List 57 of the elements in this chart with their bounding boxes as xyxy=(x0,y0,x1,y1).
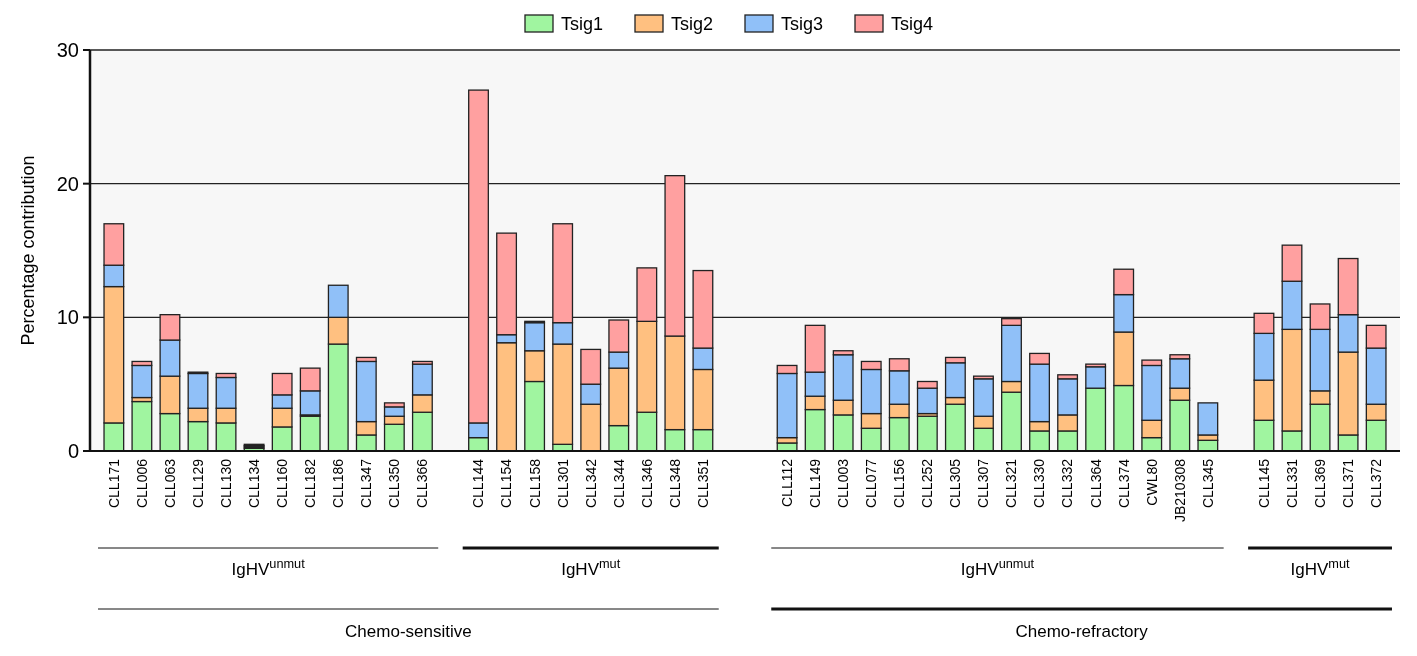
x-tick-label: CLL372 xyxy=(1368,458,1385,509)
x-tick-label: CLL252 xyxy=(919,458,936,509)
x-tick-label: CLL160 xyxy=(274,458,291,509)
text: Chemo-refractory xyxy=(1015,622,1149,641)
x-tick-label: CLL305 xyxy=(947,458,964,509)
x-tick-label: CLL154 xyxy=(498,458,515,509)
x-tick-label: CLL331 xyxy=(1283,458,1300,509)
y-axis-title: Percentage contribution xyxy=(18,155,38,346)
x-tick-label: CLL003 xyxy=(835,458,852,509)
text: IgHV$^{unmut}$ xyxy=(231,555,306,579)
x-tick-label: CLL186 xyxy=(330,458,347,509)
x-tick-label: CLL332 xyxy=(1059,458,1076,509)
x-tick-label: CLL344 xyxy=(610,458,627,509)
legend-label: Tsig4 xyxy=(891,14,934,35)
x-tick-label: CLL364 xyxy=(1087,458,1104,509)
x-tick-label: CLL346 xyxy=(638,458,655,509)
y-tick-label: 30 xyxy=(56,39,79,61)
x-tick-label: CLL077 xyxy=(863,458,880,509)
x-tick-label: CLL330 xyxy=(1031,458,1048,509)
y-tick-label: 10 xyxy=(56,306,79,329)
x-tick-label: CLL112 xyxy=(778,458,795,508)
y-tick-label: 20 xyxy=(56,172,79,195)
x-tick-label: CLL130 xyxy=(217,458,234,509)
legend-label: Tsig1 xyxy=(561,14,604,35)
legend-label: Tsig3 xyxy=(781,14,824,35)
x-tick-label: CLL342 xyxy=(582,458,599,509)
text: IgHV$^{unmut}$ xyxy=(960,555,1035,579)
x-tick-label: CLL307 xyxy=(975,458,992,509)
x-tick-label: CLL134 xyxy=(246,458,262,509)
x-tick-label: CLL182 xyxy=(302,458,319,509)
x-tick-label: CLL366 xyxy=(414,458,431,509)
y-tick-label: 0 xyxy=(67,440,79,462)
x-tick-label: CLL006 xyxy=(133,458,150,509)
x-tick-label: CWL80 xyxy=(1143,458,1160,506)
x-tick-label: CLL145 xyxy=(1255,458,1272,509)
x-tick-label: CLL351 xyxy=(694,458,711,509)
x-tick-label: CLL321 xyxy=(1003,458,1020,509)
x-tick-label: CLL347 xyxy=(358,458,375,509)
x-tick-label: CLL374 xyxy=(1115,458,1132,509)
x-tick-label: CLL350 xyxy=(386,458,403,509)
x-tick-label: CLL301 xyxy=(554,458,571,509)
x-tick-label: CLL345 xyxy=(1199,458,1216,509)
legend-label: Tsig2 xyxy=(671,14,714,35)
text: IgHV$^{mut}$ xyxy=(561,555,621,579)
x-tick-label: JB210308 xyxy=(1171,458,1188,523)
x-tick-label: CLL371 xyxy=(1340,458,1357,509)
x-tick-label: CLL348 xyxy=(666,458,683,509)
x-tick-label: CLL171 xyxy=(105,458,122,509)
text: IgHV$^{mut}$ xyxy=(1290,555,1351,579)
text: Chemo-sensitive xyxy=(345,622,472,641)
x-tick-label: CLL129 xyxy=(189,458,206,509)
x-tick-label: CLL063 xyxy=(161,458,178,509)
x-tick-label: CLL144 xyxy=(470,458,487,509)
x-tick-label: CLL158 xyxy=(526,458,543,509)
x-tick-label: CLL156 xyxy=(891,458,908,509)
x-tick-label: CLL149 xyxy=(807,458,824,509)
x-tick-label: CLL369 xyxy=(1311,458,1328,509)
